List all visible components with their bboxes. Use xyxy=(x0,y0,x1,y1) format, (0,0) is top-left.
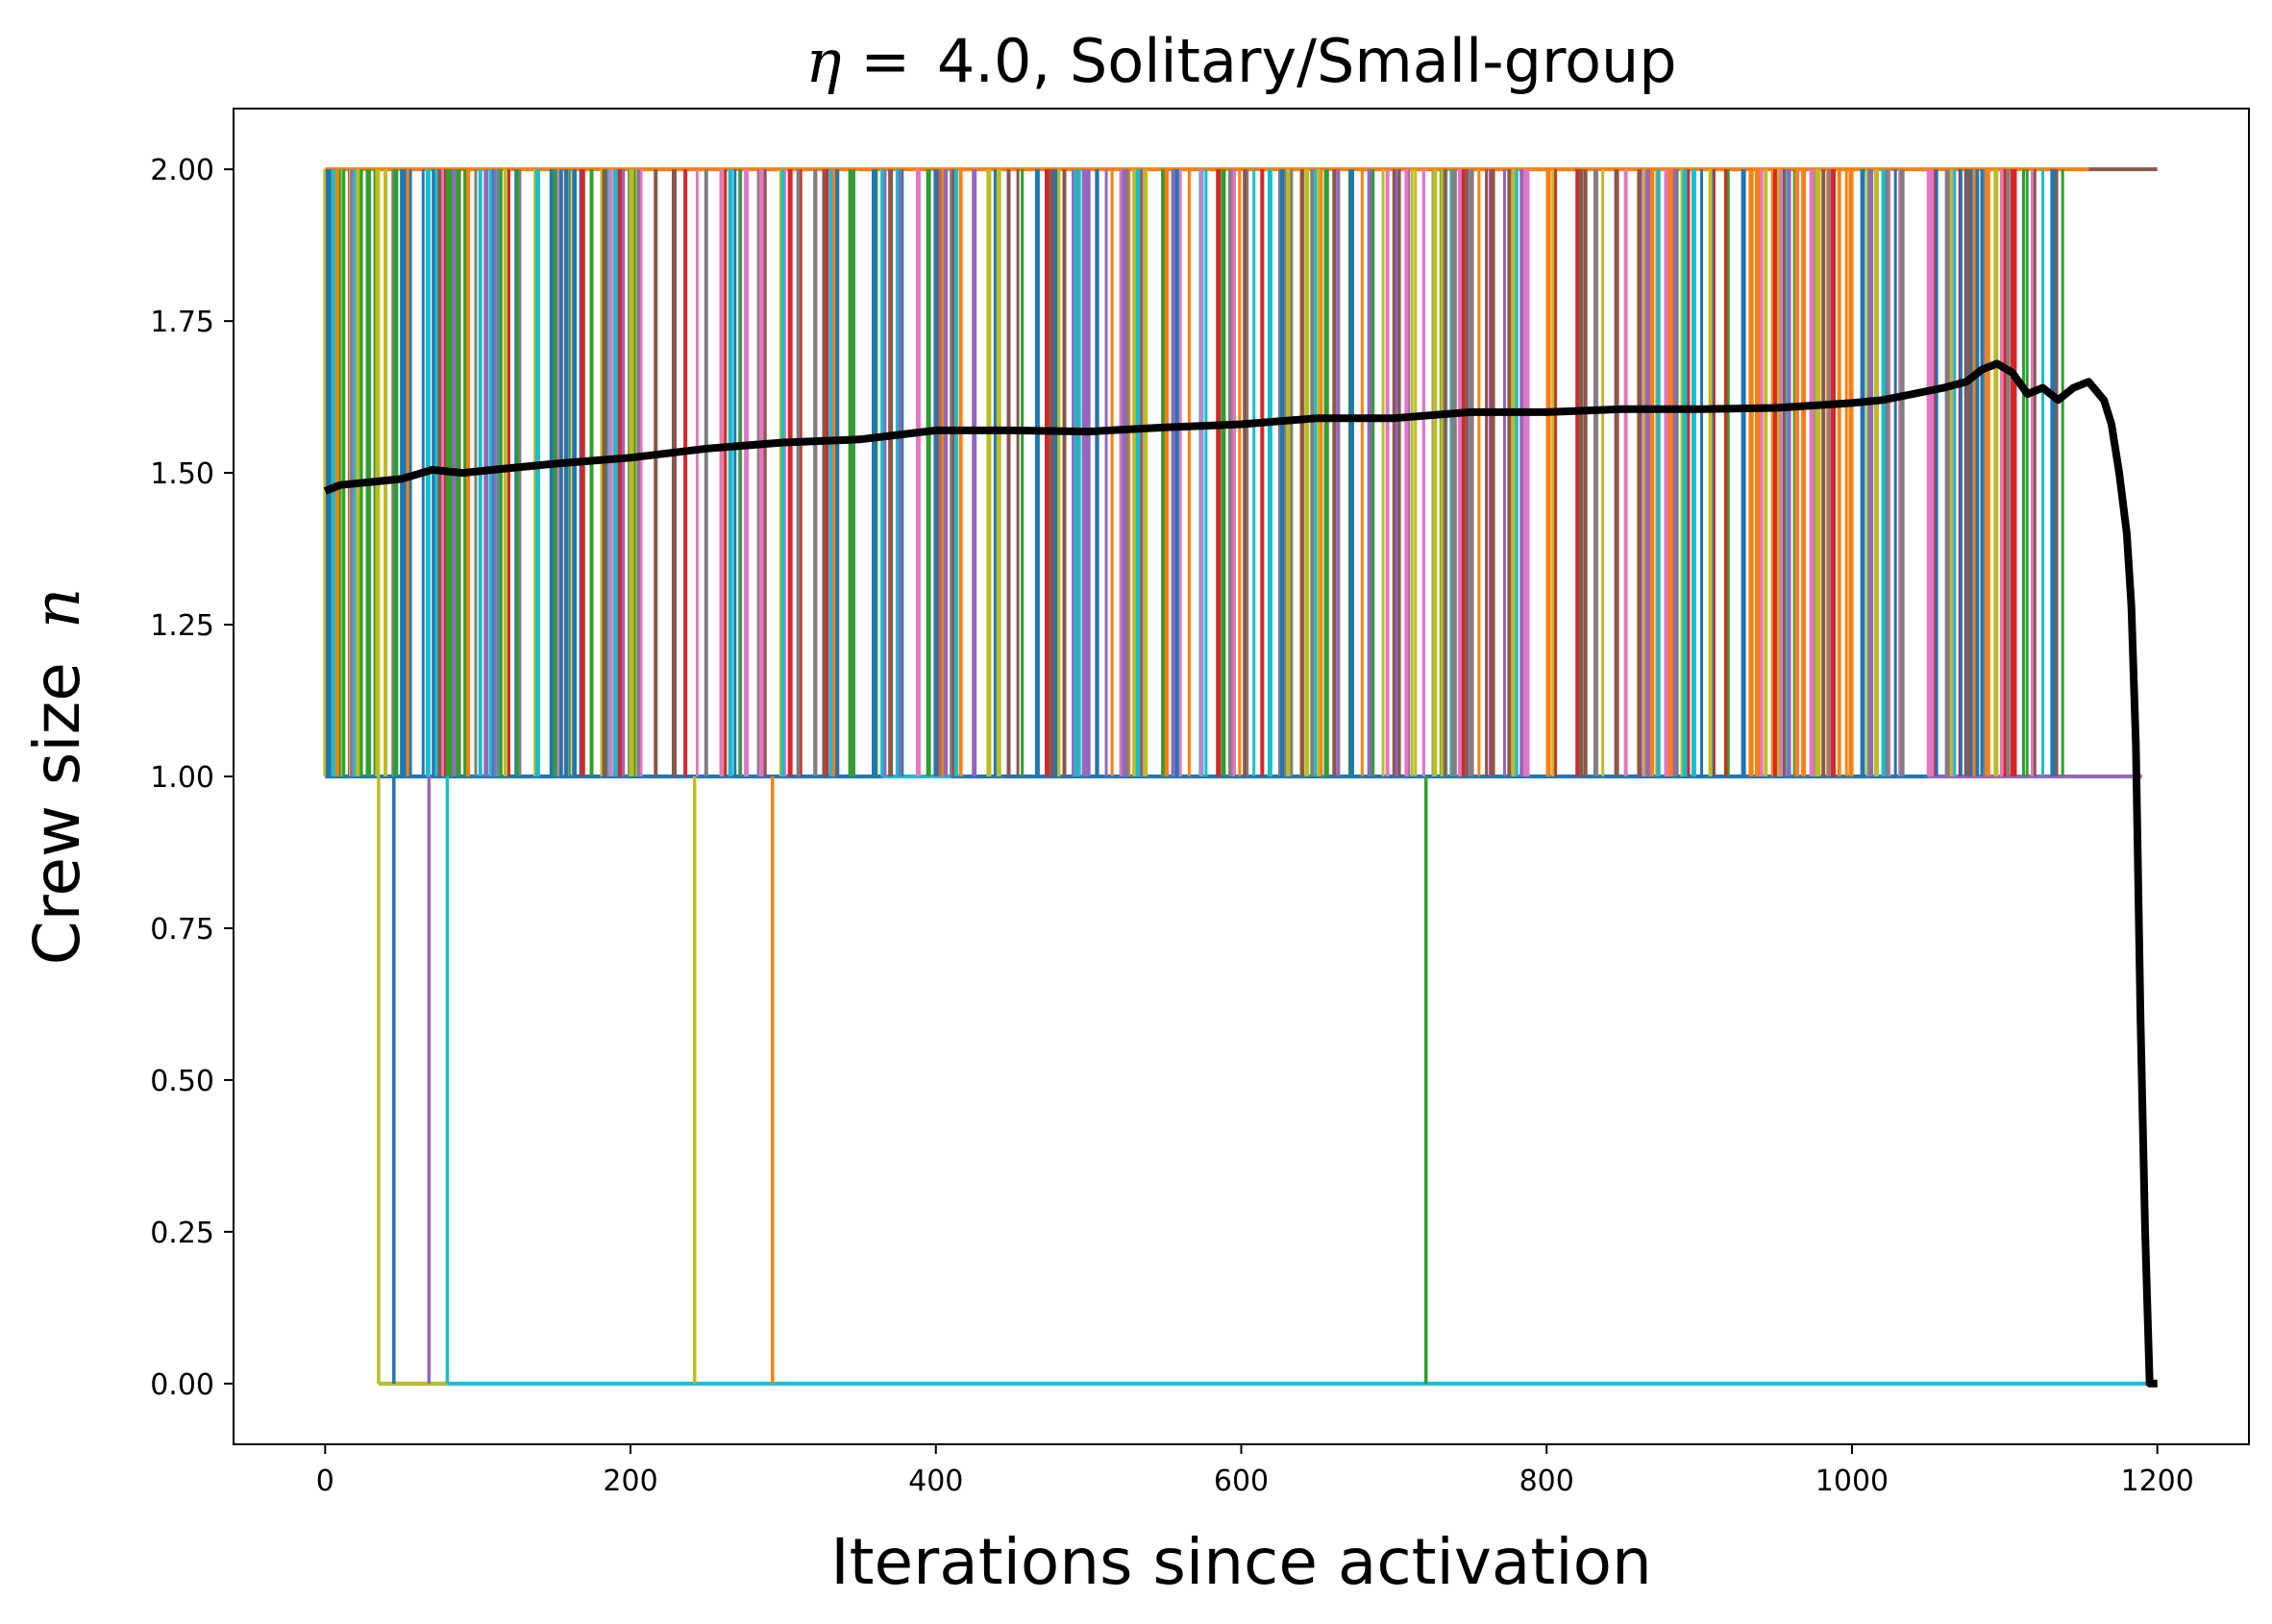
title-equals: = xyxy=(860,26,910,96)
y-tick-label: 0.00 xyxy=(150,1368,214,1402)
y-tick-label: 0.75 xyxy=(150,913,214,947)
x-tick-label: 1000 xyxy=(1815,1464,1889,1498)
x-tick-label: 200 xyxy=(603,1464,657,1498)
chart-title: η = 4.0, Solitary/Small-group xyxy=(805,26,1676,96)
y-tick-label: 1.50 xyxy=(150,457,214,491)
y-tick-label: 2.00 xyxy=(150,154,214,187)
y-tick-label: 1.00 xyxy=(150,761,214,795)
x-tick-label: 0 xyxy=(316,1464,334,1498)
mean-crew-size-line xyxy=(323,359,2158,1388)
mean-series xyxy=(323,359,2158,1388)
x-axis-label: Iterations since activation xyxy=(830,1525,1652,1599)
y-tick-label: 1.75 xyxy=(150,306,214,339)
x-tick-label: 400 xyxy=(908,1464,963,1498)
title-text: 4.0, Solitary/Small-group xyxy=(937,26,1677,96)
x-tick-label: 1200 xyxy=(2121,1464,2194,1498)
y-tick-label: 0.50 xyxy=(150,1065,214,1098)
title-eta-symbol: η xyxy=(805,26,841,96)
x-tick-label: 600 xyxy=(1214,1464,1269,1498)
y-axis-label-symbol: n xyxy=(20,588,94,629)
y-axis-label: Crew size n xyxy=(20,588,94,966)
x-axis-ticks: 0 200 400 600 800 1000 1200 xyxy=(316,1444,2194,1498)
y-axis-label-text: Crew size xyxy=(20,662,94,965)
y-tick-label: 1.25 xyxy=(150,609,214,643)
x-tick-label: 800 xyxy=(1519,1464,1574,1498)
y-axis-ticks: 0.00 0.25 0.50 0.75 1.00 1.25 1.50 1.75 2.00 xyxy=(150,154,234,1402)
y-tick-label: 0.25 xyxy=(150,1217,214,1250)
individual-traces xyxy=(323,167,2158,1386)
